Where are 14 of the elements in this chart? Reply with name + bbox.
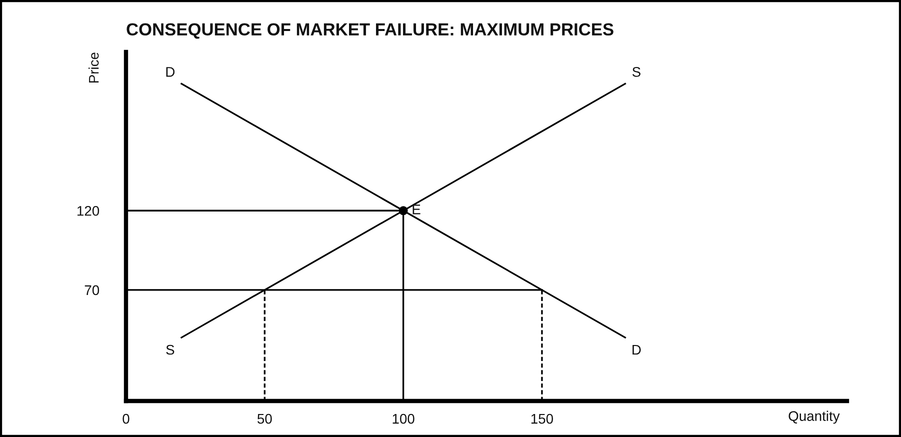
y-tick-label: 120 xyxy=(78,206,100,216)
x-tick-label: 0 xyxy=(122,414,130,424)
x-axis-title: Quantity xyxy=(788,410,840,424)
text: S xyxy=(166,344,174,355)
y-axis-title: Price xyxy=(88,52,99,83)
text: D xyxy=(632,344,641,355)
series-label: S xyxy=(632,67,640,77)
series-label: D xyxy=(166,67,175,77)
chart-title: CONSEQUENCE OF MARKET FAILURE: MAXIMUM PRICES xyxy=(126,23,614,39)
annotation: E xyxy=(412,204,420,214)
x-tick-label: 50 xyxy=(257,414,272,424)
x-tick-label: 100 xyxy=(392,414,414,424)
y-tick-label: 70 xyxy=(84,285,100,296)
x-tick-label: 150 xyxy=(531,414,554,424)
